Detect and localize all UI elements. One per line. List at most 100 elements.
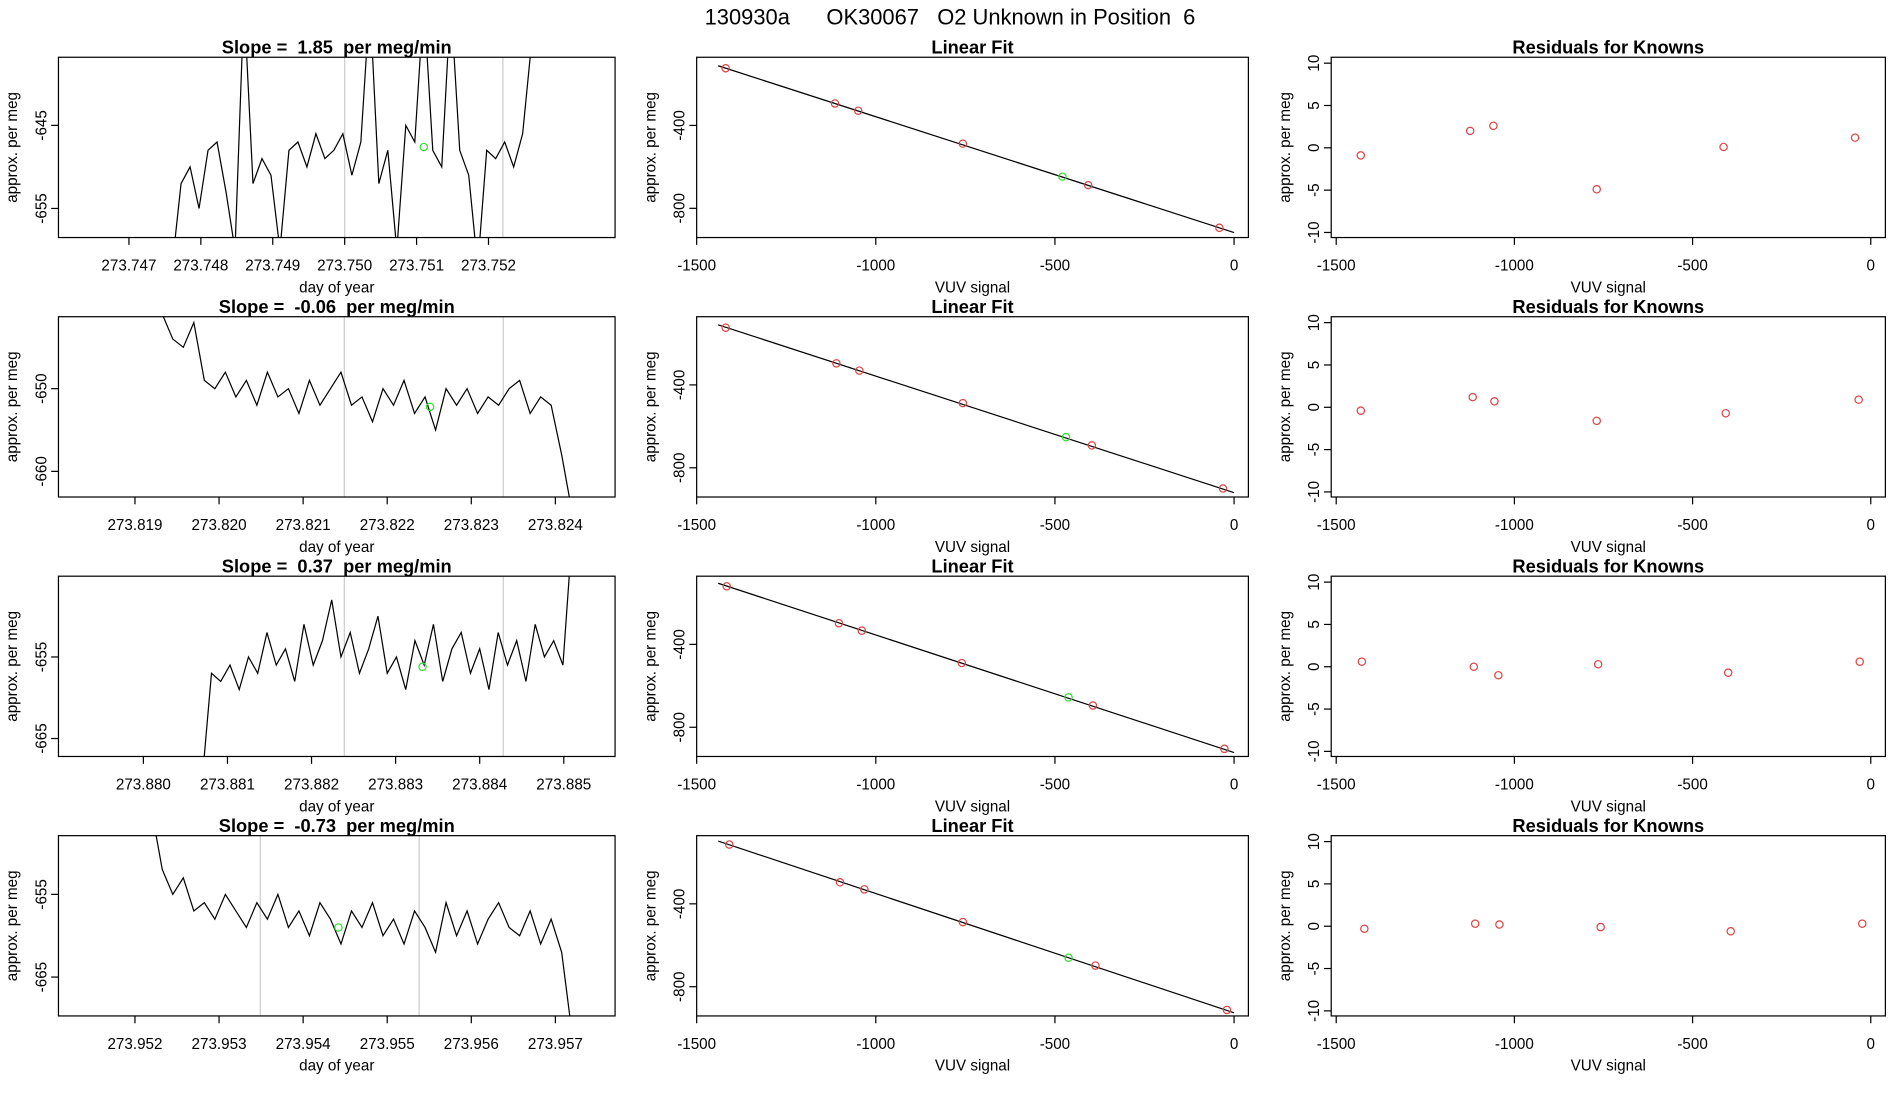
panel: Linear Fit VUV signal approx. per meg -1500…	[642, 556, 1250, 815]
panel: Residuals for Knowns VUV signal approx. pe…	[1277, 556, 1886, 815]
x-tick-label: 273.952	[107, 1036, 162, 1053]
point	[721, 323, 730, 332]
plot-area	[203, 576, 570, 757]
y-tick-label: -10	[1306, 740, 1323, 762]
signal-line	[174, 57, 531, 238]
panel: Linear Fit VUV signal approx. per meg -1500…	[642, 815, 1250, 1075]
point	[1489, 121, 1498, 131]
x-axis-label: VUV signal	[1571, 1058, 1646, 1075]
point	[1721, 408, 1730, 418]
y-tick-label: -800	[671, 971, 688, 1001]
y-tick-label: -665	[33, 962, 50, 992]
x-tick-label: 273.747	[101, 257, 156, 274]
point	[1854, 395, 1863, 404]
x-tick-label: 0	[1867, 1036, 1875, 1053]
x-tick-label: 273.824	[528, 517, 584, 534]
point	[835, 878, 845, 887]
panel: Linear Fit VUV signal approx. per meg -1500…	[642, 37, 1250, 296]
plot-area	[155, 835, 571, 1016]
x-tick-label: 0	[1230, 517, 1238, 534]
point	[958, 917, 968, 927]
x-tick-label: -500	[1677, 517, 1707, 534]
x-tick-label: 273.823	[444, 517, 499, 534]
panel-title: Linear Fit	[931, 296, 1013, 317]
y-tick-label: -10	[1306, 481, 1323, 503]
signal-line	[162, 316, 570, 498]
x-tick-label: -1500	[1317, 257, 1356, 274]
point	[1726, 927, 1735, 936]
unknown-point	[419, 142, 429, 152]
y-axis-label: approx. per meg	[4, 92, 21, 203]
plot-frame	[696, 835, 1250, 1017]
x-tick-label: -500	[1677, 776, 1707, 793]
x-tick-label: 0	[1867, 776, 1875, 793]
point	[834, 618, 844, 628]
y-tick-label: 0	[1306, 403, 1323, 411]
y-tick-label: -400	[671, 629, 688, 659]
point	[1360, 924, 1369, 934]
panel-title: Linear Fit	[931, 37, 1013, 58]
y-tick-label: 10	[1306, 574, 1323, 591]
x-tick-label: -500	[1040, 1036, 1070, 1053]
y-tick-label: 0	[1306, 922, 1323, 930]
point	[1356, 151, 1366, 160]
x-tick-label: -500	[1040, 517, 1070, 534]
y-tick-label: -650	[33, 373, 50, 403]
point	[1596, 922, 1605, 932]
x-axis-label: VUV signal	[935, 798, 1010, 815]
x-tick-label: 273.822	[360, 517, 415, 534]
x-tick-label: 273.882	[284, 776, 339, 793]
plot-frame	[57, 56, 616, 239]
y-tick-label: 5	[1306, 620, 1323, 628]
x-tick-label: -1500	[1317, 517, 1356, 534]
point	[1494, 670, 1503, 680]
plot-area	[1360, 919, 1867, 936]
point	[722, 582, 732, 591]
x-axis-label: day of year	[299, 279, 374, 296]
y-tick-label: 10	[1306, 314, 1323, 331]
y-axis-label: approx. per meg	[642, 92, 659, 203]
x-tick-label: 273.885	[536, 776, 591, 793]
panel-title: Residuals for Knowns	[1512, 815, 1704, 836]
y-tick-label: -800	[671, 453, 688, 483]
plot-area	[174, 57, 531, 238]
point	[958, 139, 968, 148]
panel: Slope = -0.73 per meg/min day of year appr…	[4, 815, 616, 1075]
x-tick-label: 273.748	[173, 257, 228, 274]
x-tick-label: 273.955	[360, 1036, 415, 1053]
plot-area	[717, 582, 1235, 754]
point	[1592, 416, 1601, 426]
x-tick-label: 0	[1230, 257, 1238, 274]
y-tick-label: -800	[671, 712, 688, 742]
plot-area	[1357, 657, 1864, 680]
x-tick-label: -1500	[1317, 776, 1356, 793]
panel-title: Slope = -0.73 per meg/min	[219, 815, 455, 836]
point	[1857, 919, 1867, 928]
point	[725, 840, 734, 849]
y-tick-label: -10	[1306, 1000, 1323, 1022]
unknown-point	[418, 662, 427, 672]
x-axis-label: VUV signal	[935, 539, 1010, 556]
point	[832, 359, 841, 368]
fit-line	[717, 840, 1235, 1014]
plot-frame	[696, 316, 1250, 498]
plot-frame	[696, 56, 1250, 239]
y-tick-label: 5	[1306, 361, 1323, 369]
plot-frame	[57, 316, 616, 498]
signal-line	[155, 835, 571, 1016]
point	[1850, 133, 1860, 142]
y-axis-label: approx. per meg	[4, 870, 21, 981]
y-tick-label: -655	[33, 879, 50, 909]
x-tick-label: 0	[1230, 1036, 1238, 1053]
x-tick-label: 273.821	[276, 517, 331, 534]
y-tick-label: -10	[1306, 221, 1323, 243]
point	[853, 106, 863, 115]
x-tick-label: -1000	[856, 776, 895, 793]
y-tick-label: -5	[1306, 443, 1323, 457]
x-tick-label: 273.881	[200, 776, 255, 793]
panel-title: Residuals for Knowns	[1512, 556, 1704, 577]
x-tick-label: -1500	[677, 517, 716, 534]
panel: Residuals for Knowns VUV signal approx. pe…	[1277, 296, 1886, 556]
panel-title: Linear Fit	[931, 815, 1013, 836]
plot-frame	[1330, 56, 1886, 239]
